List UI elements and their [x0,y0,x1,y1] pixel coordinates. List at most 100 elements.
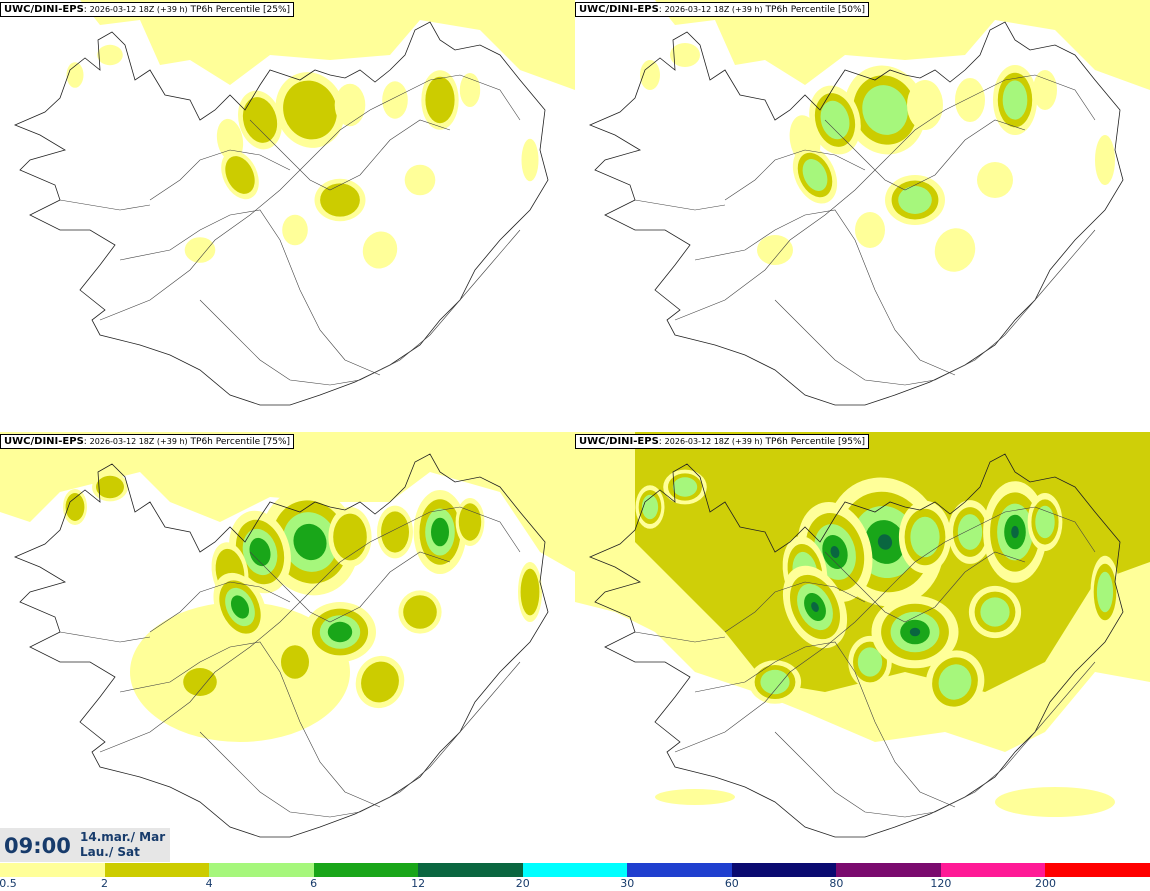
road-line [724,149,866,201]
coastline [13,453,549,838]
field-label: TP6h Percentile [75%] [190,437,291,447]
road-line [59,199,151,211]
precip-contour [898,186,932,214]
colorbar-swatch [209,863,314,877]
precip-contour [1095,135,1115,185]
model-name: UWC/DINI-EPS [579,4,659,15]
precip-contour [855,212,885,248]
road-line [824,551,1026,623]
colorbar-tick-label: 80 [829,877,844,890]
map-panel-p50: UWC/DINI-EPS: 2026-03-12 18Z (+39 h) TP6… [575,0,1150,430]
road-line [149,581,291,633]
panel-title: UWC/DINI-EPS: 2026-03-12 18Z (+39 h) TP6… [575,434,870,449]
colorbar-swatch [627,863,732,877]
iceland-precip-map [588,0,1150,406]
run-time: 2026-03-12 18Z (+39 h) [89,437,188,446]
precip-contour [334,83,366,127]
colorbar-tick-label: 0.5 [0,877,17,890]
precip-contour [327,621,353,643]
precip-contour [425,76,455,124]
iceland-precip-map [13,0,575,406]
precip-contour [96,475,124,499]
road-line [99,74,521,321]
precip-contour [907,80,943,130]
precip-area [995,787,1115,817]
precip-colorbar [0,863,1150,877]
map-panel-p25: UWC/DINI-EPS: 2026-03-12 18Z (+39 h) TP6… [0,0,575,430]
precip-contour [293,523,327,561]
precip-contour [431,517,449,547]
panel-title: UWC/DINI-EPS: 2026-03-12 18Z (+39 h) TP6… [0,434,295,449]
road-line [634,631,726,643]
precip-contour [459,73,481,107]
precip-contour [520,568,540,616]
colorbar-tick-label: 20 [515,877,530,890]
precip-area [80,0,575,90]
road-line [694,209,956,376]
precip-contour [403,595,437,629]
road-line [199,229,521,386]
iceland-precip-map [0,432,575,838]
precip-contour [934,228,976,272]
iceland-precip-map [575,432,1150,838]
precip-contour [910,516,940,558]
precip-contour [957,514,983,550]
precip-contour [1035,505,1055,539]
road-line [694,641,956,808]
colorbar-swatch [836,863,941,877]
precip-contour [760,669,790,695]
precip-area [655,789,735,805]
precip-contour [938,664,972,700]
precip-area [130,602,350,742]
precip-contour [97,44,123,66]
road-line [119,641,381,808]
precip-contour [361,661,399,703]
precip-contour [1002,80,1028,120]
precip-contour [458,503,482,541]
precip-contour [242,97,278,143]
precip-contour [183,668,217,696]
precip-contour [381,511,409,553]
valid-time-box: 09:00 14.mar./ Mar Lau./ Sat [0,828,170,862]
precip-contour [830,546,840,558]
road-line [149,149,291,201]
road-line [724,581,866,633]
colorbar-swatch [0,863,105,877]
map-panel-p75: UWC/DINI-EPS: 2026-03-12 18Z (+39 h) TP6… [0,432,575,862]
precip-contour [230,595,250,619]
precip-contour [670,43,700,67]
colorbar-tick-label: 6 [310,877,318,890]
precip-contour [283,80,337,140]
colorbar-tick-label: 4 [205,877,213,890]
run-time: 2026-03-12 18Z (+39 h) [664,5,763,14]
precip-contour [857,647,883,677]
precip-contour [362,231,398,269]
colorbar-tick-label: 60 [724,877,739,890]
road-line [249,119,451,191]
road-line [199,661,521,818]
precip-contour [281,645,309,679]
precip-contour [811,602,819,612]
road-line [674,74,1096,321]
precip-contour [757,235,793,265]
precip-contour [216,118,244,162]
colorbar-tick-label: 30 [620,877,635,890]
precip-contour [66,62,84,88]
coastline [588,21,1124,406]
road-line [59,631,151,643]
colorbar-ticks: 0.5 2 4 6 12 20 30 60 80 120 200 [0,877,1150,891]
precip-contour [184,237,216,263]
field-label: TP6h Percentile [50%] [765,5,866,15]
precip-contour [877,534,893,550]
precip-contour [909,627,921,637]
precip-contour [225,156,255,194]
colorbar-swatch [522,863,628,877]
precip-contour [672,477,698,497]
run-time: 2026-03-12 18Z (+39 h) [89,5,188,14]
precip-contour [1011,525,1019,539]
panel-title: UWC/DINI-EPS: 2026-03-12 18Z (+39 h) TP6… [575,2,870,17]
precip-area [0,432,575,572]
precip-area [655,0,1150,90]
road-line [674,506,1096,753]
valid-date-line2: Lau./ Sat [80,845,140,859]
